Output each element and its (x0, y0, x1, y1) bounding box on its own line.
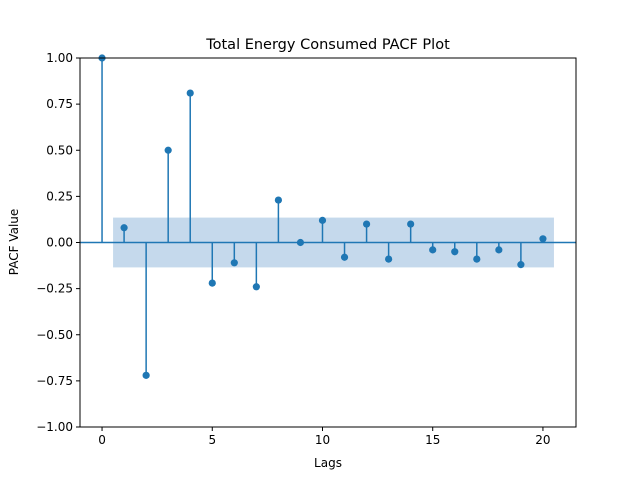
y-tick-label: 0.75 (46, 97, 73, 111)
x-axis-label: Lags (314, 456, 342, 470)
data-point (407, 220, 415, 228)
data-point (495, 246, 503, 254)
plot-area: 0 5 10 15 20 −1.00 −0.75 −0.50 −0.25 0.00 0.25 0.50… (36, 51, 577, 447)
data-point (142, 371, 150, 379)
data-point (296, 238, 305, 247)
y-tick-label: 0.25 (46, 189, 73, 203)
y-tick-label: −1.00 (36, 420, 73, 434)
data-point (208, 279, 216, 287)
data-point (473, 255, 481, 263)
y-axis-label: PACF Value (7, 209, 21, 276)
y-tick-label: 1.00 (46, 51, 73, 65)
data-point (517, 261, 525, 269)
x-tick-label: 5 (208, 433, 216, 447)
data-point (340, 253, 349, 261)
x-tick-label: 10 (315, 433, 330, 447)
data-point (230, 259, 238, 267)
x-tick-label: 0 (98, 433, 106, 447)
data-point (164, 146, 172, 154)
data-point (186, 89, 194, 97)
y-tick-label: −0.75 (36, 374, 73, 388)
data-point (120, 224, 128, 232)
y-tick-label: 0.00 (46, 236, 73, 250)
y-tick-label: −0.25 (36, 282, 73, 296)
y-tick-label: 0.50 (46, 143, 73, 157)
chart-title: Total Energy Consumed PACF Plot (205, 37, 450, 53)
data-point (274, 196, 282, 204)
data-point (539, 235, 547, 243)
x-tick-label: 20 (535, 433, 550, 447)
data-point (318, 216, 327, 224)
data-point (451, 248, 459, 256)
y-tick-label: −0.50 (36, 328, 73, 342)
data-point (385, 255, 393, 263)
data-point (252, 283, 260, 291)
x-tick-label: 15 (425, 433, 440, 447)
data-point (429, 246, 437, 254)
data-point (362, 220, 371, 228)
